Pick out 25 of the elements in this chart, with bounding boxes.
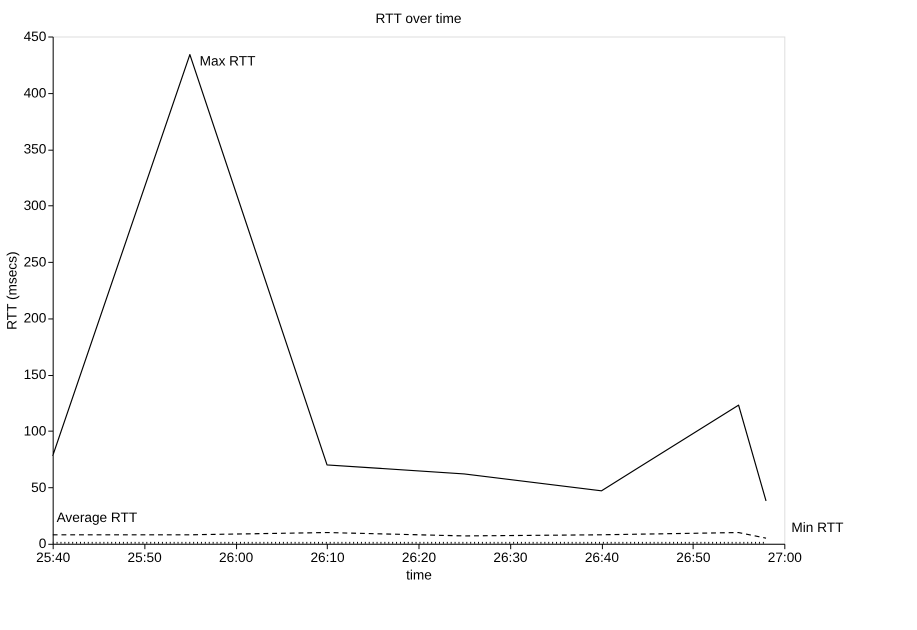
x-tick-label: 25:40 xyxy=(36,550,71,565)
text: Min RTT xyxy=(791,520,844,535)
chart-title: RTT over time xyxy=(376,10,462,26)
y-tick-label: 450 xyxy=(24,28,47,44)
y-tick-label: 400 xyxy=(24,85,47,100)
x-tick-label: 26:30 xyxy=(493,550,528,565)
y-tick-label: 150 xyxy=(24,367,47,382)
y-tick-label: 300 xyxy=(24,198,47,214)
x-tick-label: 25:50 xyxy=(128,550,162,565)
series-label: Average RTT xyxy=(56,510,138,526)
x-tick-label: 26:40 xyxy=(584,550,620,565)
y-tick-label: 50 xyxy=(31,480,47,495)
y-axis-title: RTT (msecs) xyxy=(4,252,20,330)
y-tick-label: 100 xyxy=(24,423,47,438)
series-label: Max RTT xyxy=(200,53,256,68)
y-tick-label: 0 xyxy=(38,536,47,552)
y-tick-label: 350 xyxy=(24,142,47,157)
x-tick-label: 26:10 xyxy=(310,550,346,565)
x-tick-label: 26:50 xyxy=(676,550,711,565)
x-tick-label: 26:00 xyxy=(219,550,254,565)
x-axis-title: time xyxy=(406,567,432,582)
y-tick-label: 250 xyxy=(24,254,47,270)
x-tick-label: 27:00 xyxy=(768,550,802,565)
x-tick-label: 26:20 xyxy=(402,550,436,565)
y-tick-label: 200 xyxy=(24,310,47,326)
